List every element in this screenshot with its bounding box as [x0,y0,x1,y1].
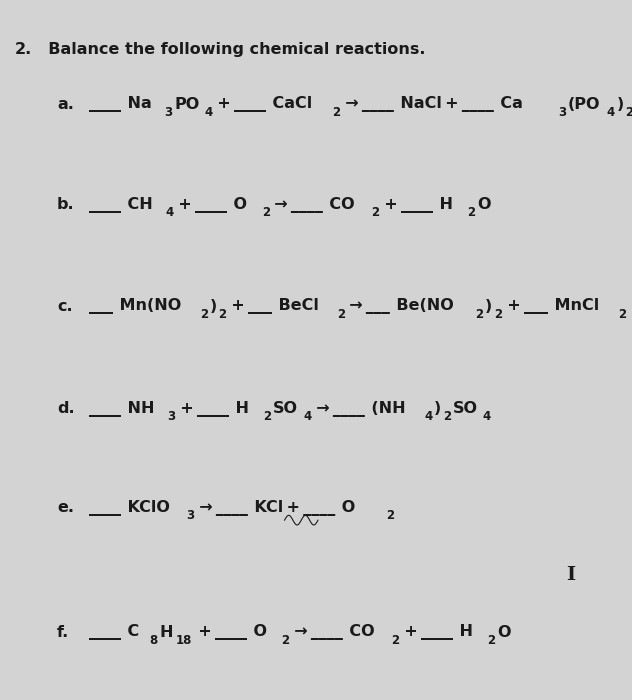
Text: ): ) [485,299,492,314]
Text: I: I [566,566,574,584]
Text: + ____  O: + ____ O [195,624,267,640]
Text: 4: 4 [166,206,174,219]
Text: H: H [159,624,173,640]
Text: O: O [477,197,490,212]
Text: + ____  H: + ____ H [178,401,250,416]
Text: 2: 2 [218,308,226,321]
Text: 8: 8 [149,634,157,647]
Text: + ____  H: + ____ H [401,624,473,640]
Text: + ___  MnCl: + ___ MnCl [504,298,599,314]
Text: → ____  CO: → ____ CO [291,624,375,640]
Text: Balance the following chemical reactions.: Balance the following chemical reactions… [37,42,425,57]
Text: + ___  BeCl: + ___ BeCl [228,298,319,314]
Text: 2: 2 [391,634,399,647]
Text: 4: 4 [204,106,212,119]
Text: + ____  O: + ____ O [176,197,248,213]
Text: 3: 3 [167,410,176,424]
Text: + ____  H: + ____ H [381,197,453,213]
Text: 2: 2 [281,634,289,647]
Text: ____  KClO: ____ KClO [89,500,170,516]
Text: 4: 4 [424,410,432,424]
Text: → ____  (NH: → ____ (NH [313,401,406,416]
Text: 2.: 2. [15,42,32,57]
Text: 2: 2 [494,308,502,321]
Text: SO: SO [274,401,298,416]
Text: f.: f. [57,624,70,640]
Text: 2: 2 [487,634,495,647]
Text: ___  Mn(NO: ___ Mn(NO [89,298,181,314]
Text: 3: 3 [164,106,173,119]
Text: 4: 4 [607,106,615,119]
Text: ): ) [434,401,441,416]
Text: 2: 2 [262,206,270,219]
Text: 2: 2 [387,509,394,522]
Text: → ____  NaCl + ____  Ca: → ____ NaCl + ____ Ca [342,97,523,113]
Text: + ____  CaCl: + ____ CaCl [214,97,312,113]
Text: a.: a. [57,97,74,112]
Text: 3: 3 [558,106,566,119]
Text: d.: d. [57,401,75,416]
Text: → ____  KCl + ____  O: → ____ KCl + ____ O [196,500,355,516]
Text: 2: 2 [337,308,345,321]
Text: 2: 2 [468,206,476,219]
Text: 2: 2 [200,308,208,321]
Text: 18: 18 [176,634,192,647]
Text: PO: PO [174,97,199,112]
Text: (PO: (PO [568,97,600,112]
Text: 2: 2 [626,106,632,119]
Text: O: O [497,624,511,640]
Text: ): ) [209,299,217,314]
Text: 2: 2 [372,206,380,219]
Text: ): ) [617,97,624,112]
Text: 4: 4 [482,410,490,424]
Text: c.: c. [57,299,73,314]
Text: 2: 2 [264,410,272,424]
Text: → ___  Be(NO: → ___ Be(NO [346,298,454,314]
Text: e.: e. [57,500,74,515]
Text: 2: 2 [475,308,483,321]
Text: 3: 3 [186,509,194,522]
Text: ____  NH: ____ NH [89,401,155,416]
Text: → ____  CO: → ____ CO [271,197,355,213]
Text: b.: b. [57,197,75,212]
Text: ____  CH: ____ CH [89,197,153,213]
Text: SO: SO [453,401,477,416]
Text: 2: 2 [442,410,451,424]
Text: ____  Na: ____ Na [89,97,152,113]
Text: 2: 2 [617,308,626,321]
Text: 4: 4 [303,410,312,424]
Text: 2: 2 [332,106,340,119]
Text: ____  C: ____ C [89,624,140,640]
